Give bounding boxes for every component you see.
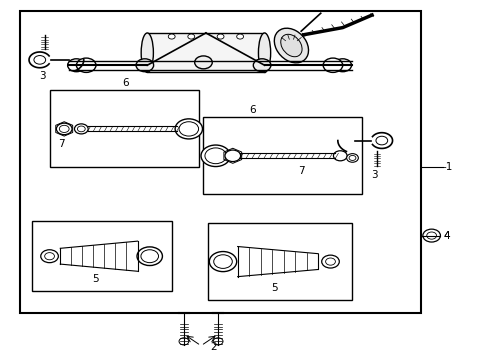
Circle shape [168,34,175,39]
Text: 6: 6 [122,78,128,88]
Circle shape [423,229,441,242]
Circle shape [349,156,356,161]
Circle shape [195,56,212,69]
Circle shape [76,58,96,72]
Text: 5: 5 [93,274,99,284]
Ellipse shape [281,34,302,57]
Circle shape [45,253,54,260]
Text: 4: 4 [443,231,450,240]
Circle shape [59,125,69,132]
Text: 3: 3 [39,71,46,81]
Circle shape [136,59,154,72]
Text: -1: -1 [443,162,453,172]
Circle shape [322,255,339,268]
Bar [203,117,362,194]
Circle shape [179,122,198,136]
Ellipse shape [141,33,153,72]
Circle shape [326,258,335,265]
Bar [32,221,172,291]
Circle shape [68,59,85,72]
Text: 3: 3 [371,170,378,180]
Bar [20,12,421,313]
Ellipse shape [258,33,270,72]
Text: 5: 5 [271,283,278,293]
Bar [49,90,198,167]
Circle shape [188,34,195,39]
Circle shape [237,34,244,39]
Circle shape [346,154,358,162]
Circle shape [205,148,226,164]
Ellipse shape [274,28,309,63]
Text: 6: 6 [249,105,256,115]
Circle shape [225,150,241,162]
Bar [147,33,265,72]
Circle shape [334,59,351,72]
Circle shape [179,338,189,345]
Circle shape [201,145,230,167]
Circle shape [323,58,343,72]
Circle shape [217,34,224,39]
Text: 7: 7 [58,139,65,149]
Circle shape [333,151,347,161]
Text: 4: 4 [443,231,450,240]
Circle shape [77,126,85,132]
Circle shape [56,123,72,135]
Circle shape [209,252,237,272]
Text: 7: 7 [298,166,304,176]
Circle shape [253,59,271,72]
Circle shape [141,250,159,263]
Circle shape [213,338,223,345]
Circle shape [137,247,162,266]
Circle shape [41,250,58,263]
Text: 2: 2 [210,342,217,352]
Circle shape [74,124,88,134]
Circle shape [427,232,437,239]
Bar [208,223,352,300]
Circle shape [214,255,232,269]
Circle shape [376,136,388,145]
Circle shape [34,55,46,64]
Circle shape [175,119,202,139]
